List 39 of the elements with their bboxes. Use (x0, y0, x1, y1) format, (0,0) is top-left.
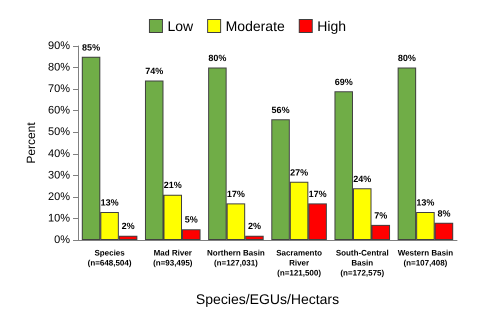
x-tick-label: South-Central Basin (n=172,575) (336, 248, 389, 278)
x-axis-title: Species/EGUs/Hectars (196, 291, 340, 307)
y-tick-label: 60% (48, 104, 70, 117)
y-tick-label: 0% (54, 234, 70, 246)
legend-label: Moderate (226, 18, 285, 34)
data-label: 85% (82, 42, 100, 52)
data-label: 69% (334, 76, 353, 87)
data-label: 24% (353, 174, 372, 184)
data-label: 7% (374, 210, 388, 220)
legend-label: Low (167, 18, 194, 34)
data-label: 13% (416, 197, 434, 208)
data-label: 2% (248, 221, 261, 232)
y-tick-label: 30% (48, 169, 70, 182)
x-tick-label: Mad River (n=93,495) (153, 248, 193, 268)
x-tick-label: Species (n=648,504) (88, 248, 132, 268)
y-tick-label: 10% (48, 212, 70, 224)
data-label: 17% (308, 188, 327, 199)
data-label: 5% (184, 214, 198, 225)
data-label: 13% (100, 197, 119, 208)
data-label: 80% (208, 53, 226, 64)
y-tick-label: 90% (48, 40, 70, 52)
y-tick-label: 20% (48, 190, 70, 203)
y-tick-label: 40% (48, 148, 70, 160)
legend-label: High (317, 18, 346, 34)
x-tick-label: Northern Basin (n=127,031) (207, 248, 265, 268)
y-tick-label: 70% (48, 83, 70, 96)
x-tick-label: Western Basin (n=107,408) (398, 248, 454, 268)
y-tick-label: 80% (48, 62, 70, 74)
data-label: 17% (226, 188, 245, 199)
data-label: 21% (164, 180, 182, 190)
data-label: 2% (122, 221, 135, 232)
data-label: 80% (398, 53, 416, 64)
x-tick-label: Sacramento River (n=121,500) (276, 248, 322, 278)
y-axis-title: Percent (24, 122, 38, 164)
data-label: 56% (272, 104, 290, 115)
data-label: 8% (437, 208, 450, 218)
y-tick-label: 50% (48, 126, 70, 138)
data-label: 27% (290, 167, 308, 178)
data-label: 74% (145, 66, 164, 76)
